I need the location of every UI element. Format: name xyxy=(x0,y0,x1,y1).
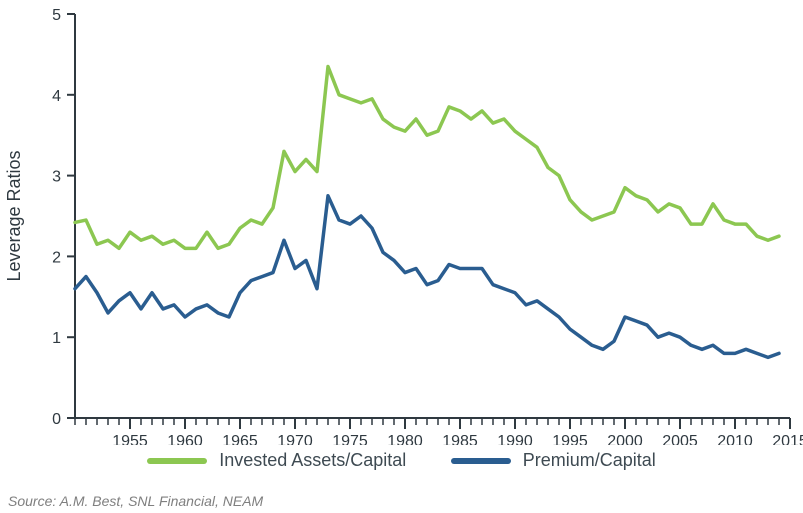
legend-swatch-invested-assets xyxy=(147,458,207,464)
legend-swatch-premium xyxy=(451,458,511,464)
svg-text:2005: 2005 xyxy=(662,433,698,445)
svg-text:1955: 1955 xyxy=(112,433,148,445)
svg-text:2010: 2010 xyxy=(717,433,753,445)
svg-text:4: 4 xyxy=(52,88,61,105)
svg-text:1990: 1990 xyxy=(497,433,533,445)
legend-label-invested-assets: Invested Assets/Capital xyxy=(219,450,406,471)
svg-text:1985: 1985 xyxy=(442,433,478,445)
chart-svg: 0 1 2 3 4 5 Leverage Ratios 1955 1960 1965 1970 197… xyxy=(0,0,803,445)
svg-text:1965: 1965 xyxy=(222,433,258,445)
svg-text:5: 5 xyxy=(52,7,61,24)
chart-container: 0 1 2 3 4 5 Leverage Ratios 1955 1960 1965 1970 197… xyxy=(0,0,803,513)
svg-text:2: 2 xyxy=(52,249,61,266)
svg-text:1960: 1960 xyxy=(167,433,203,445)
svg-text:3: 3 xyxy=(52,169,61,186)
svg-text:Leverage Ratios: Leverage Ratios xyxy=(4,150,24,281)
svg-text:2015: 2015 xyxy=(772,433,803,445)
legend-item-premium: Premium/Capital xyxy=(451,450,656,471)
svg-text:1: 1 xyxy=(52,330,61,347)
legend-label-premium: Premium/Capital xyxy=(523,450,656,471)
svg-text:0: 0 xyxy=(52,411,61,428)
svg-text:1975: 1975 xyxy=(332,433,368,445)
legend: Invested Assets/Capital Premium/Capital xyxy=(0,450,803,471)
legend-item-invested-assets: Invested Assets/Capital xyxy=(147,450,406,471)
svg-text:1970: 1970 xyxy=(277,433,313,445)
svg-text:1995: 1995 xyxy=(552,433,588,445)
source-note: Source: A.M. Best, SNL Financial, NEAM xyxy=(8,493,263,509)
svg-text:1980: 1980 xyxy=(387,433,423,445)
svg-text:2000: 2000 xyxy=(607,433,643,445)
